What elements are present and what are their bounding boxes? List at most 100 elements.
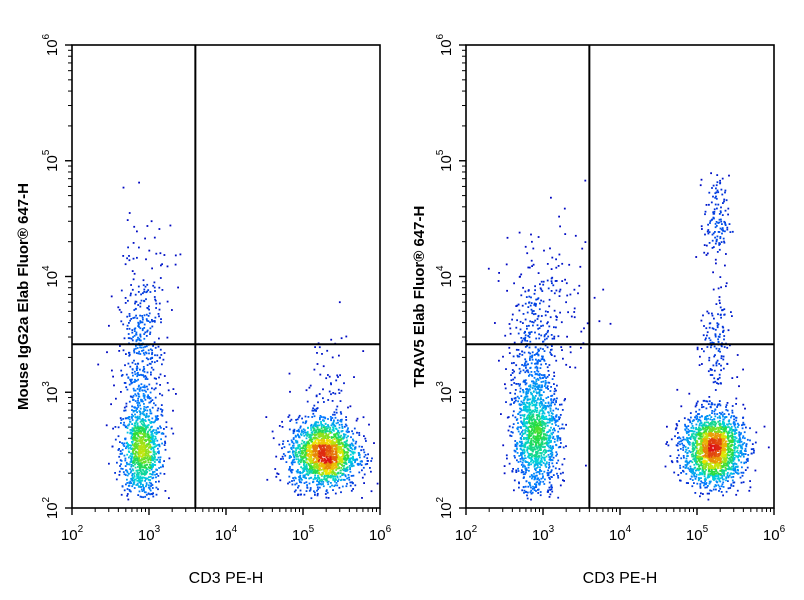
data-point xyxy=(341,458,343,460)
data-point xyxy=(526,325,528,327)
data-point xyxy=(347,474,350,476)
data-point xyxy=(144,464,146,467)
data-point xyxy=(323,439,326,442)
data-point xyxy=(156,439,159,442)
data-point xyxy=(150,441,153,443)
data-point xyxy=(141,374,144,377)
data-point xyxy=(704,418,706,421)
data-point xyxy=(340,458,342,461)
data-point xyxy=(129,480,132,483)
data-point xyxy=(315,410,317,412)
data-point xyxy=(156,415,159,417)
data-point xyxy=(147,452,149,455)
data-point xyxy=(301,450,304,452)
data-point xyxy=(710,403,713,406)
data-point xyxy=(144,285,147,288)
data-point xyxy=(127,362,130,365)
data-point xyxy=(540,288,543,291)
data-point xyxy=(289,470,292,472)
data-point xyxy=(708,326,711,329)
data-point xyxy=(740,471,743,474)
data-point xyxy=(563,458,566,460)
data-point xyxy=(159,392,161,395)
data-point xyxy=(740,440,743,443)
data-point xyxy=(324,467,326,470)
data-point xyxy=(133,480,136,482)
data-point xyxy=(745,444,748,447)
data-point xyxy=(528,331,530,334)
data-point xyxy=(352,438,354,441)
data-point xyxy=(558,427,561,430)
data-point xyxy=(130,318,133,320)
data-point xyxy=(581,247,584,250)
data-point xyxy=(289,467,291,470)
data-point xyxy=(677,449,679,452)
data-point xyxy=(684,467,687,469)
data-point xyxy=(320,427,323,430)
data-point xyxy=(325,465,328,467)
data-point xyxy=(555,266,558,269)
data-point xyxy=(721,411,724,414)
data-point xyxy=(734,430,736,433)
data-point xyxy=(153,440,156,442)
data-point xyxy=(719,237,722,240)
y-tick-label: 104 xyxy=(41,265,61,288)
data-point xyxy=(335,460,338,462)
data-point xyxy=(339,462,341,465)
data-point xyxy=(730,311,732,313)
data-point xyxy=(306,435,308,437)
data-point xyxy=(139,438,142,440)
data-point xyxy=(155,302,158,305)
data-point xyxy=(725,404,728,406)
data-point xyxy=(324,444,327,446)
data-point xyxy=(339,419,342,421)
data-point xyxy=(145,493,148,496)
data-point xyxy=(133,475,136,478)
data-point xyxy=(553,417,556,420)
data-point xyxy=(129,429,132,431)
data-point xyxy=(334,416,337,419)
data-point xyxy=(524,485,527,488)
data-point xyxy=(516,427,519,430)
data-point xyxy=(703,251,706,254)
data-point xyxy=(140,464,143,467)
data-point xyxy=(343,467,345,470)
data-point xyxy=(714,203,717,206)
data-point xyxy=(532,485,534,488)
data-point xyxy=(143,424,145,427)
data-point xyxy=(150,468,153,471)
data-point xyxy=(142,438,145,440)
data-point xyxy=(353,427,356,430)
data-point xyxy=(149,410,152,413)
data-point xyxy=(711,374,714,376)
data-point xyxy=(128,472,130,475)
data-point xyxy=(317,440,320,443)
data-point xyxy=(320,478,323,481)
data-point xyxy=(713,208,716,211)
data-point xyxy=(147,394,149,397)
data-point xyxy=(535,484,537,487)
data-point xyxy=(602,288,605,291)
data-point xyxy=(718,400,721,402)
data-point xyxy=(753,449,755,452)
data-point xyxy=(515,383,518,385)
data-point xyxy=(513,376,516,379)
data-point xyxy=(708,191,711,194)
data-point xyxy=(128,315,131,317)
data-point xyxy=(151,437,154,440)
data-point xyxy=(538,479,541,481)
data-point xyxy=(741,474,744,477)
data-point xyxy=(521,457,524,460)
data-point xyxy=(304,431,306,434)
data-point xyxy=(359,460,362,463)
data-point xyxy=(313,368,316,371)
data-point xyxy=(332,444,335,447)
data-point xyxy=(128,423,131,426)
data-point xyxy=(532,321,535,324)
data-point xyxy=(327,418,329,420)
data-point xyxy=(144,331,147,334)
data-point xyxy=(716,238,718,241)
data-point xyxy=(143,476,145,479)
data-point xyxy=(527,306,530,308)
data-point xyxy=(138,402,141,405)
